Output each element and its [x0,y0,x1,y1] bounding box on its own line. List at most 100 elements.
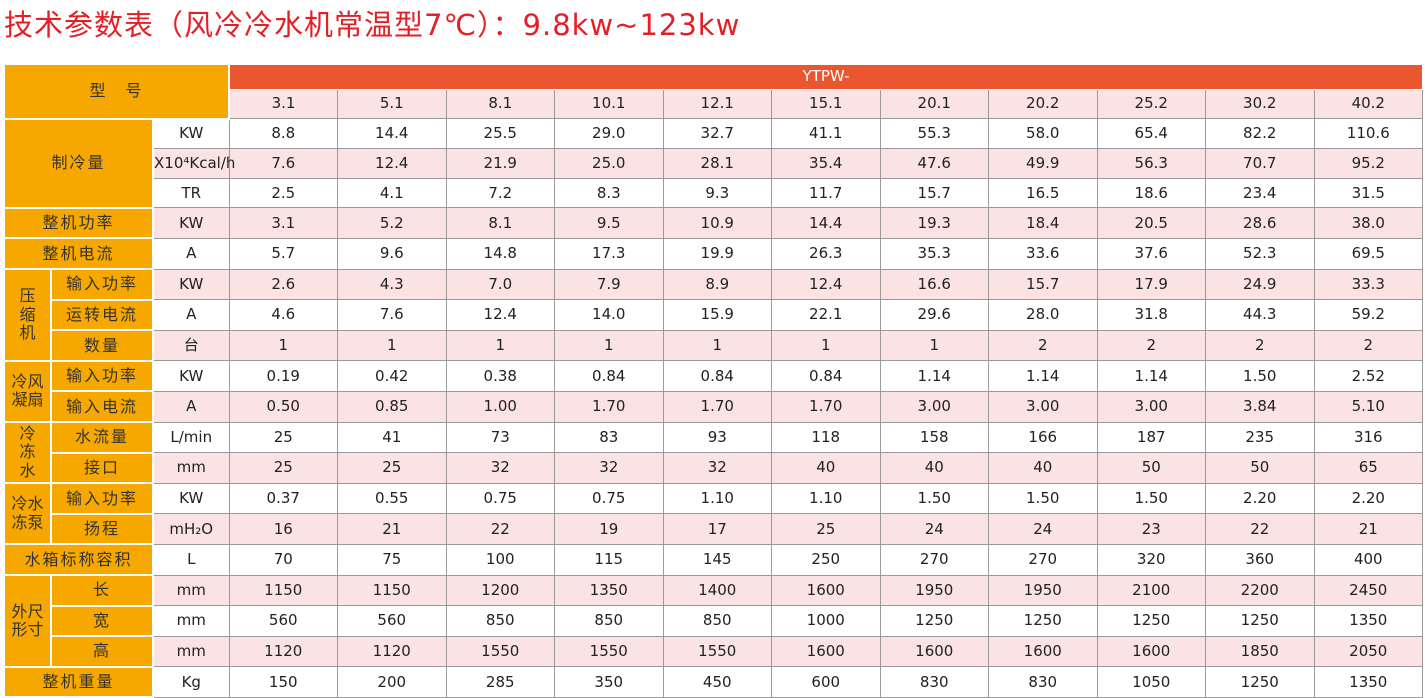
row-label: 输入功率 [50,359,154,393]
table-row: 整机功率 KW 3.1 5.2 8.1 9.5 10.9 14.4 19.3 18.4 20.5 28… [3,206,1424,240]
value-cell: 16 [228,513,338,545]
value-cell: 15.7 [988,268,1098,301]
value-cell: 16.5 [988,177,1098,209]
value-cell: 150 [228,666,338,698]
value-cell: 1600 [879,635,989,668]
value-cell: 360 [1205,543,1315,576]
value-cell: 3.84 [1205,390,1315,423]
value-cell: 1 [554,329,664,362]
value-cell: 1.70 [771,390,881,423]
unit-cell: mm [152,635,230,668]
row-label: 宽 [50,604,154,638]
unit-cell: L/min [152,421,230,454]
value-cell: 1400 [662,574,772,607]
section-label: 外尺形寸 [11,601,44,639]
value-cell: 3.00 [879,390,989,423]
value-cell: 24.9 [1205,268,1315,301]
value-cell: 1250 [1205,605,1315,637]
value-cell: 41.1 [771,118,881,150]
value-cell: 1950 [988,574,1098,607]
table-row: 冷冻水 水流量 L/min 25 41 73 83 93 118 158 166 187 235 316 [3,421,1424,485]
section-label: 冷风凝扇 [11,372,44,410]
unit-cell: KW [152,482,230,515]
value-cell: 17.3 [554,237,664,270]
value-cell: 1.50 [1096,482,1206,515]
value-cell: 19.3 [879,207,989,239]
value-cell: 320 [1096,543,1206,576]
table-row: 制冷量 KW 8.8 14.4 25.5 29.0 32.7 41.1 55.3 58.0 65.4… [3,117,1424,209]
value-cell: 1.70 [662,390,772,423]
value-cell: 2.20 [1313,482,1424,515]
value-cell: 0.38 [445,360,555,392]
value-cell: 158 [879,421,989,454]
value-cell: 110.6 [1313,118,1424,150]
model-cell: 25.2 [1096,88,1206,120]
value-cell: 1250 [879,605,989,637]
section-label: 整机功率 [3,206,154,240]
value-cell: 50 [1096,452,1206,484]
table-row: X10⁴Kcal/h 7.6 12.4 21.9 25.0 28.1 35.4 47.6 49.… [4,148,1424,179]
model-cell: 40.2 [1313,88,1424,120]
value-cell: 52.3 [1205,237,1315,270]
value-cell: 33.6 [988,237,1098,270]
row-label: 水流量 [50,421,154,454]
value-cell: 93 [662,421,772,454]
value-cell: 37.6 [1096,237,1206,270]
value-cell: 450 [662,666,772,698]
value-cell: 560 [228,605,338,637]
value-cell: 31.5 [1313,177,1424,209]
value-cell: 0.42 [337,360,447,392]
row-label: 输入功率 [50,268,154,301]
table-row: 冷水冻泵 输入功率 KW 0.37 0.55 0.75 0.75 1.10 1.10 1.50 1.… [3,482,1424,546]
value-cell: 59.2 [1313,299,1424,331]
value-cell: 17 [662,513,772,545]
row-label: 扬程 [50,512,154,546]
value-cell: 9.3 [662,177,772,209]
value-cell: 1250 [1096,605,1206,637]
model-cell: 20.2 [988,88,1098,120]
value-cell: 82.2 [1205,118,1315,150]
unit-cell: KW [152,360,230,392]
value-cell: 41 [337,421,447,454]
value-cell: 11.7 [771,177,881,209]
value-cell: 1600 [771,635,881,668]
row-label: 输入功率 [50,482,154,515]
value-cell: 25 [228,452,338,484]
value-cell: 1120 [228,635,338,668]
spec-table: 型 号 YTPW- 3.1 5.1 8.1 10.1 12.1 15.1 20.1 20.2 25.… [3,63,1424,698]
value-cell: 316 [1313,421,1424,454]
value-cell: 2 [1313,329,1424,362]
value-cell: 35.3 [879,237,989,270]
value-cell: 830 [988,666,1098,698]
value-cell: 1950 [879,574,989,607]
value-cell: 9.6 [337,237,447,270]
unit-cell: mm [152,452,230,484]
value-cell: 7.0 [445,268,555,301]
value-cell: 1.14 [988,360,1098,392]
section-label: 整机重量 [3,665,154,698]
value-cell: 145 [662,543,772,576]
value-cell: 95.2 [1313,148,1424,179]
value-cell: 1250 [1205,666,1315,698]
value-cell: 270 [988,543,1098,576]
value-cell: 7.2 [445,177,555,209]
value-cell: 2 [988,329,1098,362]
value-cell: 1600 [988,635,1098,668]
value-cell: 0.50 [228,390,338,423]
model-cell: 12.1 [662,88,772,120]
unit-cell: mm [152,574,230,607]
table-row: 整机重量 Kg 150 200 285 350 450 600 830 830 1050 1250 13… [3,665,1424,698]
value-cell: 65.4 [1096,118,1206,150]
value-cell: 35.4 [771,148,881,179]
row-label: 长 [50,574,154,607]
value-cell: 22 [445,513,555,545]
value-cell: 4.3 [337,268,447,301]
row-label: 接口 [50,451,154,485]
value-cell: 8.9 [662,268,772,301]
value-cell: 1350 [554,574,664,607]
value-cell: 2.52 [1313,360,1424,392]
value-cell: 0.85 [337,390,447,423]
value-cell: 19.9 [662,237,772,270]
series-header: YTPW- [228,63,1424,90]
value-cell: 44.3 [1205,299,1315,331]
